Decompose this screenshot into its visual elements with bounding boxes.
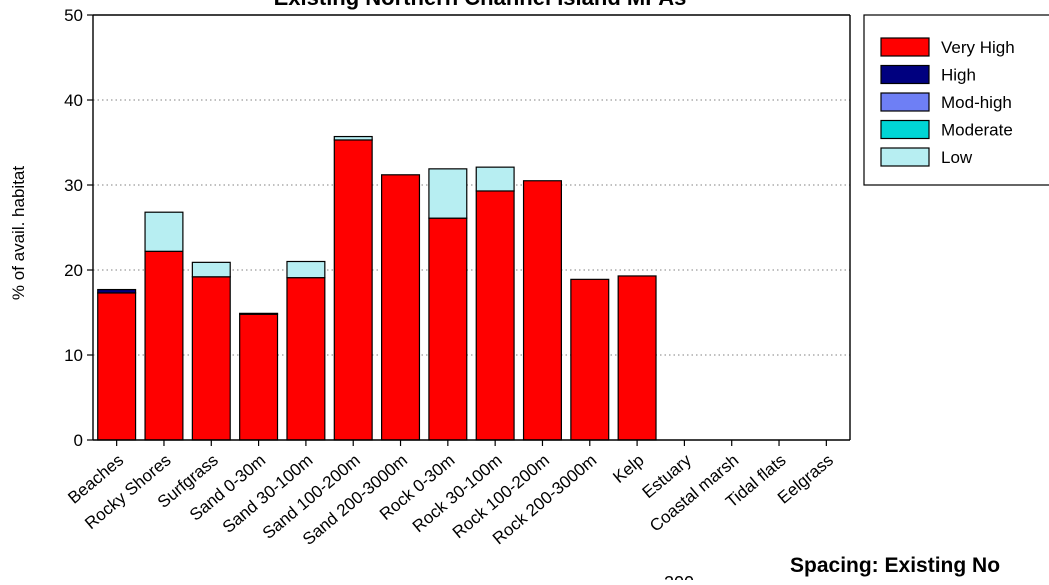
y-tick-labels: 0 10 20 30 40 50 bbox=[64, 6, 83, 450]
legend: Very High High Mod-high Moderate Low bbox=[863, 14, 1049, 186]
legend-label: Very High bbox=[941, 38, 1015, 57]
y-tick-label: 0 bbox=[74, 431, 83, 450]
legend-label: Mod-high bbox=[941, 93, 1012, 112]
bar-segment bbox=[286, 260, 326, 279]
bar-segment bbox=[144, 250, 184, 441]
bar-segment bbox=[522, 180, 562, 441]
bar-segment bbox=[333, 135, 373, 141]
bar-segment bbox=[97, 288, 137, 294]
legend-swatch bbox=[880, 64, 930, 85]
legend-swatch bbox=[880, 37, 930, 57]
axes bbox=[87, 14, 851, 446]
bar-segment bbox=[239, 312, 279, 315]
bar-segment bbox=[191, 261, 231, 278]
y-tick-label: 10 bbox=[64, 346, 83, 365]
bar-segment bbox=[286, 277, 326, 441]
bar-segment bbox=[97, 292, 137, 441]
legend-items: Very High High Mod-high Moderate Low bbox=[880, 37, 1015, 167]
legend-label: Moderate bbox=[941, 121, 1013, 140]
footer-partial-label: 200 bbox=[664, 573, 694, 580]
legend-swatch bbox=[880, 92, 930, 112]
x-tick-label: Kelp bbox=[609, 451, 647, 487]
chart-title: Existing Northern Channel Island MPAs bbox=[274, 0, 687, 10]
footer-title: Spacing: Existing No bbox=[790, 554, 1000, 577]
legend-swatch bbox=[880, 119, 930, 140]
y-tick-label: 30 bbox=[64, 176, 83, 195]
y-tick-label: 40 bbox=[64, 91, 83, 110]
bar-segment bbox=[239, 313, 279, 441]
bar-segment bbox=[144, 211, 184, 252]
bar-segment bbox=[617, 275, 657, 441]
bar-segment bbox=[428, 217, 468, 441]
bar-segment bbox=[191, 276, 231, 441]
legend-label: Low bbox=[941, 148, 973, 167]
bar-segment bbox=[570, 278, 610, 441]
bar-segment bbox=[381, 174, 421, 441]
legend-label: High bbox=[941, 66, 976, 85]
y-axis-title: % of avail. habitat bbox=[9, 166, 28, 300]
legend-swatch bbox=[880, 147, 930, 167]
y-tick-label: 50 bbox=[64, 6, 83, 25]
y-tick-label: 20 bbox=[64, 261, 83, 280]
bars bbox=[97, 135, 657, 441]
bar-segment bbox=[333, 139, 373, 441]
bar-segment bbox=[428, 168, 468, 219]
bar-segment bbox=[475, 166, 515, 192]
bar-segment bbox=[475, 190, 515, 441]
